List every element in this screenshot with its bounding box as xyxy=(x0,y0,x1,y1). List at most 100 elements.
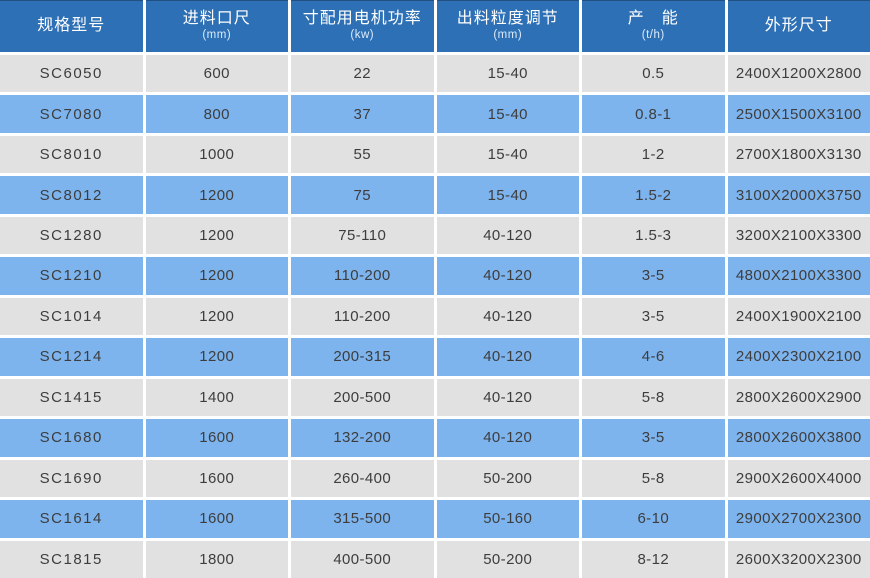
table-cell: 110-200 xyxy=(291,297,434,336)
table-cell: 50-200 xyxy=(436,459,579,498)
table-row: SC8012 1200 75 15-40 1.5-2 3100X2000X3750 xyxy=(0,176,870,214)
table-cell: 110-200 xyxy=(291,257,434,295)
table-row: SC7080 800 37 15-40 0.8-1 2500X1500X3100 xyxy=(0,95,870,133)
table-cell: 1200 xyxy=(145,338,288,376)
table-cell: 3100X2000X3750 xyxy=(727,176,870,214)
table-cell: 1600 xyxy=(145,500,288,538)
model-cell: SC8010 xyxy=(0,135,143,174)
col-header-capacity-label: 产 能 xyxy=(627,9,679,27)
col-header-discharge-size-label: 出料粒度调节 xyxy=(456,9,559,27)
table-cell: 3-5 xyxy=(582,297,725,336)
table-cell: 2800X2600X3800 xyxy=(727,419,870,457)
table-cell: 2500X1500X3100 xyxy=(727,95,870,133)
table-cell: 6-10 xyxy=(582,500,725,538)
table-cell: 1600 xyxy=(145,419,288,457)
table-cell: 315-500 xyxy=(291,500,434,538)
table-cell: 1200 xyxy=(145,297,288,336)
table-cell: 132-200 xyxy=(291,419,434,457)
model-cell: SC1214 xyxy=(0,338,143,376)
table-row: SC1210 1200 110-200 40-120 3-5 4800X2100X3300 xyxy=(0,257,870,295)
table-cell: 15-40 xyxy=(436,95,579,133)
col-header-discharge-size-unit: (mm) xyxy=(493,29,523,42)
table-row: SC1280 1200 75-110 40-120 1.5-3 3200X2100X330… xyxy=(0,216,870,255)
table-cell: 1600 xyxy=(145,459,288,498)
model-cell: SC1014 xyxy=(0,297,143,336)
table-cell: 2700X1800X3130 xyxy=(727,135,870,174)
table-cell: 2600X3200X2300 xyxy=(727,540,870,578)
table-cell: 2900X2700X2300 xyxy=(727,500,870,538)
col-header-discharge-size: 出料粒度调节 (mm) xyxy=(436,0,579,52)
table-row: SC1680 1600 132-200 40-120 3-5 2800X2600X3800 xyxy=(0,419,870,457)
model-cell: SC1815 xyxy=(0,540,143,578)
table-row: SC1815 1800 400-500 50-200 8-12 2600X3200X230… xyxy=(0,540,870,578)
table-cell: 50-200 xyxy=(436,540,579,578)
table-cell: 40-120 xyxy=(436,338,579,376)
table-cell: 3-5 xyxy=(582,419,725,457)
model-cell: SC1280 xyxy=(0,216,143,255)
table-cell: 600 xyxy=(145,55,288,93)
model-cell: SC6050 xyxy=(0,55,143,93)
table-cell: 15-40 xyxy=(436,55,579,93)
table-row: SC1690 1600 260-400 50-200 5-8 2900X2600X4000 xyxy=(0,459,870,498)
model-cell: SC1690 xyxy=(0,459,143,498)
table-cell: 75 xyxy=(291,176,434,214)
table-cell: 800 xyxy=(145,95,288,133)
table-cell: 3-5 xyxy=(582,257,725,295)
col-header-feed-opening-label: 进料口尺 xyxy=(182,9,251,27)
table-cell: 5-8 xyxy=(582,378,725,417)
table-cell: 0.5 xyxy=(582,55,725,93)
table-cell: 50-160 xyxy=(436,500,579,538)
table-cell: 1.5-2 xyxy=(582,176,725,214)
table-cell: 1200 xyxy=(145,257,288,295)
col-header-capacity: 产 能 (t/h) xyxy=(582,0,725,52)
table-row: SC1415 1400 200-500 40-120 5-8 2800X2600X2900 xyxy=(0,378,870,417)
table-cell: 1400 xyxy=(145,378,288,417)
table-cell: 37 xyxy=(291,95,434,133)
table-cell: 40-120 xyxy=(436,378,579,417)
table-cell: 2400X1200X2800 xyxy=(727,55,870,93)
table-row: SC8010 1000 55 15-40 1-2 2700X1800X3130 xyxy=(0,135,870,174)
table-cell: 40-120 xyxy=(436,257,579,295)
table-cell: 22 xyxy=(291,55,434,93)
col-header-feed-opening: 进料口尺 (mm) xyxy=(145,0,288,52)
col-header-motor-power: 寸配用电机功率 (kw) xyxy=(291,0,434,52)
table-row: SC1214 1200 200-315 40-120 4-6 2400X2300X2100 xyxy=(0,338,870,376)
table-cell: 4-6 xyxy=(582,338,725,376)
table-cell: 40-120 xyxy=(436,419,579,457)
table-cell: 4800X2100X3300 xyxy=(727,257,870,295)
table-cell: 15-40 xyxy=(436,176,579,214)
model-cell: SC1415 xyxy=(0,378,143,417)
table-cell: 400-500 xyxy=(291,540,434,578)
model-cell: SC1680 xyxy=(0,419,143,457)
table-cell: 1.5-3 xyxy=(582,216,725,255)
table-cell: 260-400 xyxy=(291,459,434,498)
table-cell: 1200 xyxy=(145,216,288,255)
table-cell: 2800X2600X2900 xyxy=(727,378,870,417)
table-cell: 2900X2600X4000 xyxy=(727,459,870,498)
table-cell: 1200 xyxy=(145,176,288,214)
col-header-model: 规格型号 xyxy=(0,0,143,52)
table-cell: 2400X2300X2100 xyxy=(727,338,870,376)
table-cell: 8-12 xyxy=(582,540,725,578)
table-cell: 0.8-1 xyxy=(582,95,725,133)
table-row: SC1614 1600 315-500 50-160 6-10 2900X2700X230… xyxy=(0,500,870,538)
col-header-dimensions: 外形尺寸 xyxy=(727,0,870,52)
table-cell: 15-40 xyxy=(436,135,579,174)
table-cell: 5-8 xyxy=(582,459,725,498)
table-cell: 55 xyxy=(291,135,434,174)
table-row: SC6050 600 22 15-40 0.5 2400X1200X2800 xyxy=(0,55,870,93)
table-cell: 3200X2100X3300 xyxy=(727,216,870,255)
col-header-motor-power-label: 寸配用电机功率 xyxy=(302,9,422,27)
col-header-feed-opening-unit: (mm) xyxy=(202,29,232,42)
table-cell: 40-120 xyxy=(436,297,579,336)
col-header-motor-power-unit: (kw) xyxy=(350,29,375,42)
table-row: SC1014 1200 110-200 40-120 3-5 2400X1900X2100 xyxy=(0,297,870,336)
col-header-model-label: 规格型号 xyxy=(37,16,106,34)
model-cell: SC1614 xyxy=(0,500,143,538)
table-cell: 40-120 xyxy=(436,216,579,255)
table-cell: 1-2 xyxy=(582,135,725,174)
table-cell: 1800 xyxy=(145,540,288,578)
col-header-capacity-unit: (t/h) xyxy=(641,29,665,42)
col-header-dimensions-label: 外形尺寸 xyxy=(764,16,833,34)
